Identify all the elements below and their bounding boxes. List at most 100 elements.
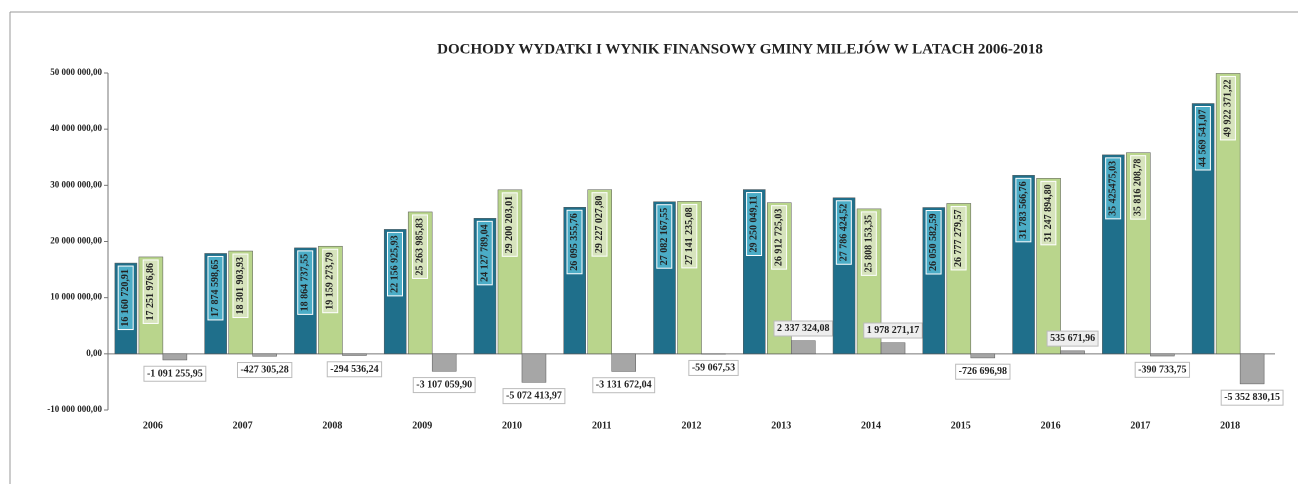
label-box (236, 362, 293, 379)
value-label: 27 082 167,55 (659, 208, 670, 266)
bar (1150, 353, 1175, 357)
label-box (411, 214, 428, 279)
y-tick-label: 40 000 000,00 (50, 123, 102, 133)
value-label: 35 816 208,78 (1133, 159, 1144, 217)
label-box (1046, 330, 1099, 347)
value-label: 29 250 049,11 (749, 196, 760, 253)
label-box (773, 320, 834, 337)
label-box (860, 211, 877, 276)
value-label: 25 808 153,35 (863, 215, 874, 273)
value-label: 18 864 737,55 (300, 254, 311, 312)
value-label: 27 141 235,08 (684, 207, 695, 265)
value-label: -5 352 830,15 (1224, 392, 1280, 403)
value-label: 29 227 027,80 (594, 196, 605, 254)
value-label: -390 733,75 (1138, 364, 1186, 375)
y-tick-label: 30 000 000,00 (50, 179, 102, 189)
label-box (117, 265, 134, 331)
label-box (688, 359, 739, 376)
value-label: 29 200 203,01 (504, 196, 515, 254)
x-tick-label: 2016 (1041, 420, 1061, 431)
label-box (592, 377, 656, 394)
value-label: -59 067,53 (692, 362, 735, 373)
value-label: 1 978 271,17 (867, 325, 920, 336)
value-label: -5 072 413,97 (506, 391, 562, 402)
bar (1239, 353, 1265, 385)
label-box (476, 220, 493, 286)
label-box (326, 361, 383, 378)
label-box (863, 322, 923, 339)
y-tick-label: -10 000 000,00 (47, 404, 102, 414)
label-box (955, 363, 1011, 380)
label-box (591, 192, 608, 257)
y-tick-label: 50 000 000,00 (50, 67, 102, 77)
label-box (412, 377, 476, 394)
x-tick-label: 2009 (412, 420, 432, 431)
value-label: 17 251 976,86 (145, 263, 156, 321)
label-box (681, 203, 698, 269)
x-tick-label: 2011 (592, 420, 611, 431)
value-label: 2 337 324,08 (777, 323, 830, 334)
value-label: 49 922 371,22 (1222, 79, 1233, 136)
bar (1060, 350, 1085, 355)
label-box (142, 259, 159, 324)
label-box (207, 255, 224, 321)
value-label: 24 127 789,04 (479, 224, 490, 282)
value-label: 26 912 725,03 (774, 209, 785, 267)
label-box (835, 200, 852, 265)
x-tick-label: 2012 (682, 420, 702, 431)
bar (611, 353, 636, 372)
bar (521, 353, 547, 383)
label-box (501, 192, 518, 257)
bar (970, 353, 996, 359)
label-box (950, 205, 967, 271)
bar (880, 342, 906, 355)
label-box (143, 365, 207, 382)
value-label: 18 301 903,93 (235, 257, 246, 315)
value-label: 26 050 582,59 (928, 214, 939, 272)
label-box (656, 204, 673, 269)
y-tick-label: 20 000 000,00 (50, 236, 102, 246)
value-label: 17 874 598,65 (210, 259, 221, 317)
bar (431, 353, 457, 372)
value-label: -3 131 672,04 (596, 380, 652, 391)
value-label: 27 786 424,52 (838, 204, 849, 261)
x-tick-label: 2015 (951, 420, 971, 431)
label-box (1130, 155, 1147, 220)
label-box (771, 205, 788, 270)
bar (791, 340, 816, 355)
bar (162, 353, 188, 361)
label-box (386, 231, 403, 297)
value-label: -294 536,24 (330, 364, 378, 375)
x-tick-label: 2010 (502, 420, 522, 431)
value-label: 26 095 355,76 (569, 213, 580, 270)
chart-title: DOCHODY WYDATKI I WYNIK FINANSOWY GMINY … (437, 40, 1043, 57)
y-tick-label: 0,00 (86, 348, 102, 358)
label-box (1040, 180, 1057, 246)
bar (342, 353, 367, 356)
y-tick-label: 10 000 000,00 (50, 292, 102, 302)
label-box (566, 209, 583, 275)
value-label: 44 569 541,07 (1197, 110, 1208, 167)
label-box (1105, 157, 1122, 220)
label-box (322, 248, 339, 314)
value-label: 31 247 894,80 (1043, 184, 1054, 242)
value-label: 35 425475,03 (1108, 161, 1119, 216)
value-label: 22 156 925,93 (389, 235, 400, 292)
label-box (502, 388, 566, 405)
value-label: 535 671,96 (1050, 333, 1095, 344)
x-tick-label: 2014 (861, 420, 881, 431)
value-label: -1 091 255,95 (147, 368, 203, 379)
value-label: -3 107 059,90 (416, 380, 472, 391)
label-box (297, 250, 314, 315)
value-label: 25 263 985,83 (414, 218, 425, 276)
label-box (925, 210, 942, 275)
label-box (1220, 389, 1284, 406)
label-box (1015, 177, 1032, 243)
value-label: 26 777 279,57 (953, 209, 964, 266)
label-box (1219, 75, 1236, 141)
x-tick-label: 2013 (771, 420, 791, 431)
x-tick-label: 2018 (1220, 420, 1240, 431)
x-tick-label: 2017 (1130, 420, 1150, 431)
value-label: 31 783 566,76 (1018, 181, 1029, 239)
